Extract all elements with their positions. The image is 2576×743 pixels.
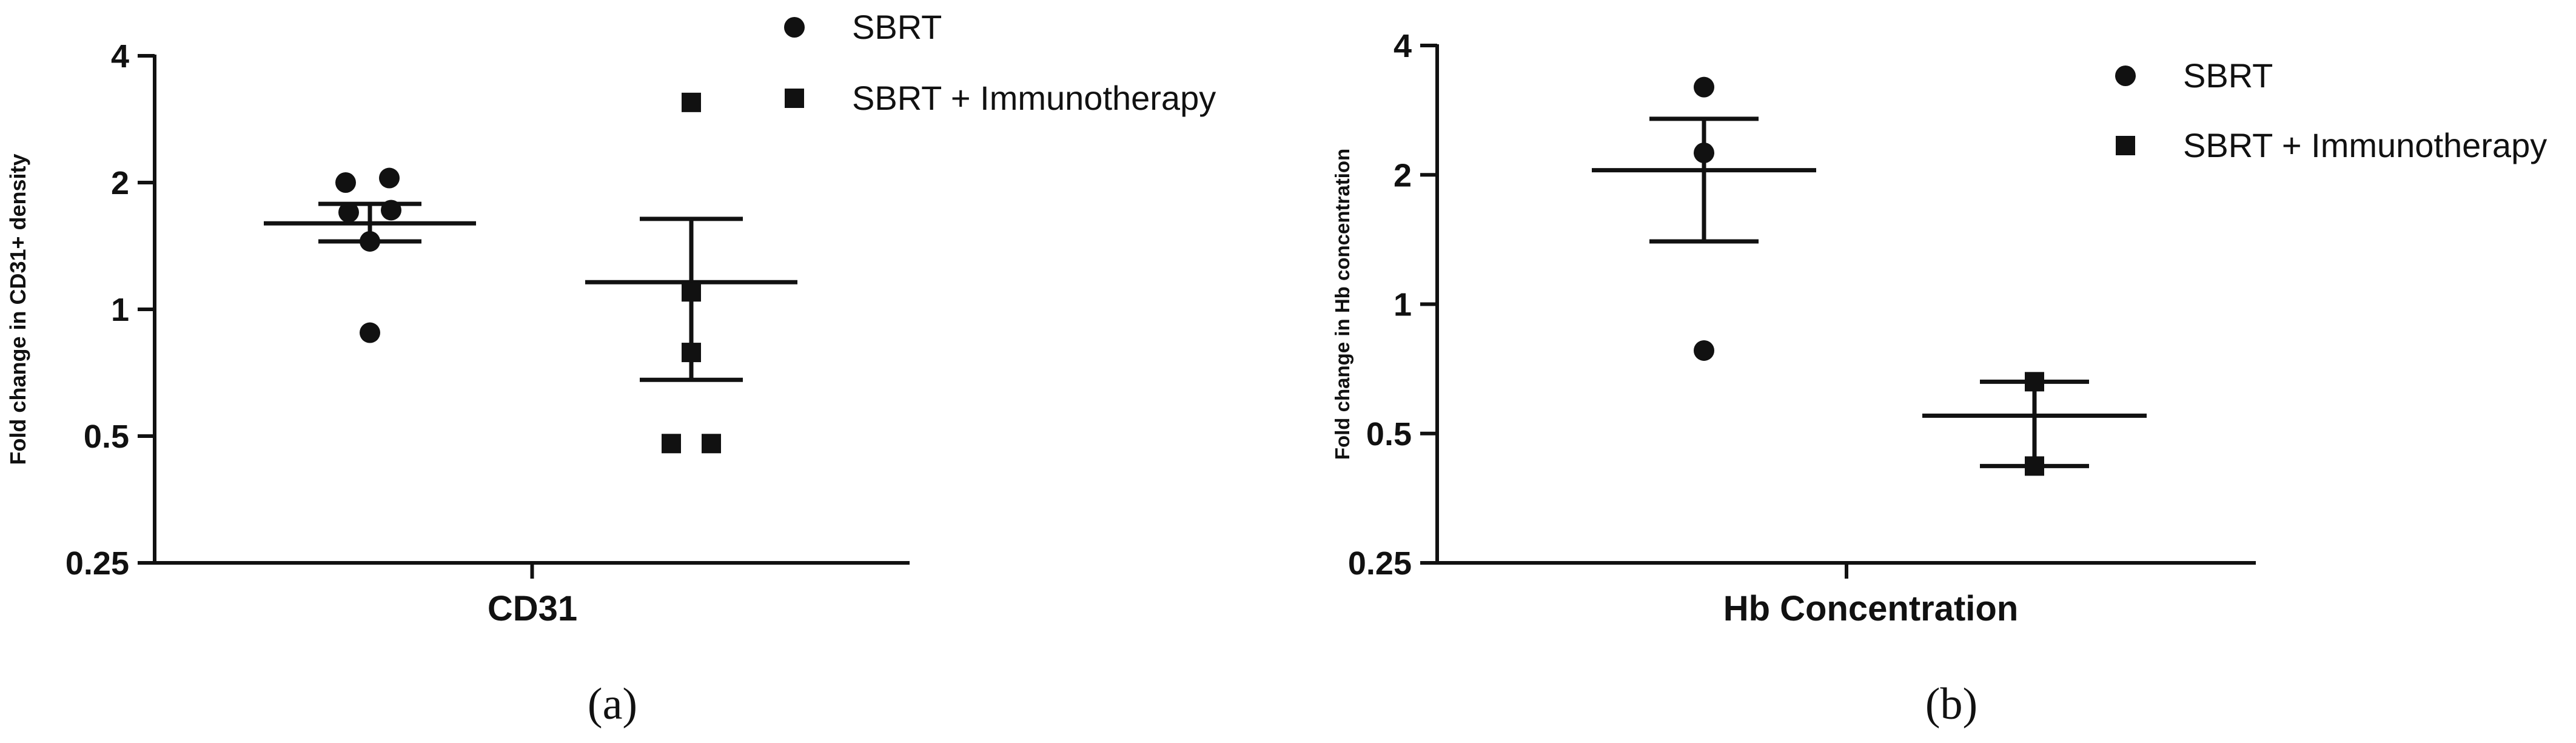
series-sbrt-immunotherapy — [1922, 372, 2147, 476]
legend-label-sbrt-immunotherapy: SBRT + Immunotherapy — [2183, 126, 2547, 164]
y-tick-label: 4 — [1394, 28, 1412, 64]
y-tick-label: 0.25 — [1348, 545, 1412, 582]
data-point-square — [682, 343, 701, 363]
legend-marker-square — [785, 89, 804, 108]
panel-label: (a) — [588, 679, 637, 729]
series-sbrt — [264, 167, 476, 343]
data-point-square — [2025, 372, 2044, 392]
data-point-circle — [335, 172, 356, 193]
y-tick-label: 2 — [1394, 157, 1412, 193]
legend-label-sbrt-immunotherapy: SBRT + Immunotherapy — [852, 79, 1216, 117]
y-tick-label: 1 — [1394, 287, 1412, 323]
data-point-circle — [360, 322, 380, 343]
data-point-circle — [1694, 143, 1714, 164]
data-point-circle — [338, 202, 359, 223]
legend-label-sbrt: SBRT — [2183, 56, 2273, 95]
y-tick-label: 0.5 — [84, 419, 129, 455]
series-sbrt-immunotherapy — [585, 92, 797, 454]
legend-marker-circle — [784, 17, 805, 38]
y-axis-title: Fold change in CD31+ density — [5, 153, 30, 465]
data-point-circle — [360, 230, 380, 252]
data-point-square — [682, 282, 701, 302]
data-point-circle — [1694, 340, 1714, 361]
legend-marker-square — [2116, 136, 2135, 155]
series-sbrt — [1592, 76, 1816, 361]
y-tick-label: 0.25 — [65, 545, 129, 582]
legend-marker-circle — [2115, 66, 2136, 86]
y-tick-label: 2 — [111, 165, 129, 201]
x-axis-title: Hb Concentration — [1723, 589, 2019, 628]
legend-label-sbrt: SBRT — [852, 8, 942, 46]
data-point-circle — [381, 200, 401, 221]
legend: SBRT SBRT + Immunotherapy — [784, 8, 1216, 117]
panel-b: 0.25 0.5 1 2 4 Fold change in Hb concentratio… — [1331, 28, 2547, 729]
x-axis-title: CD31 — [488, 589, 577, 628]
data-point-square — [702, 434, 721, 454]
data-point-square — [682, 92, 701, 112]
data-point-square — [662, 434, 681, 454]
data-point-square — [2025, 456, 2044, 476]
y-tick-label: 0.5 — [1366, 416, 1412, 452]
data-point-circle — [379, 167, 400, 189]
y-tick-label: 4 — [111, 38, 129, 75]
legend: SBRT SBRT + Immunotherapy — [2115, 56, 2547, 164]
panel-label: (b) — [1925, 679, 1977, 729]
panel-a: 0.25 0.5 1 2 4 Fold change in CD31+ density CD… — [5, 8, 1216, 729]
y-tick-label: 1 — [111, 292, 129, 328]
y-axis-title: Fold change in Hb concentration — [1331, 149, 1353, 460]
data-point-circle — [1694, 76, 1714, 98]
